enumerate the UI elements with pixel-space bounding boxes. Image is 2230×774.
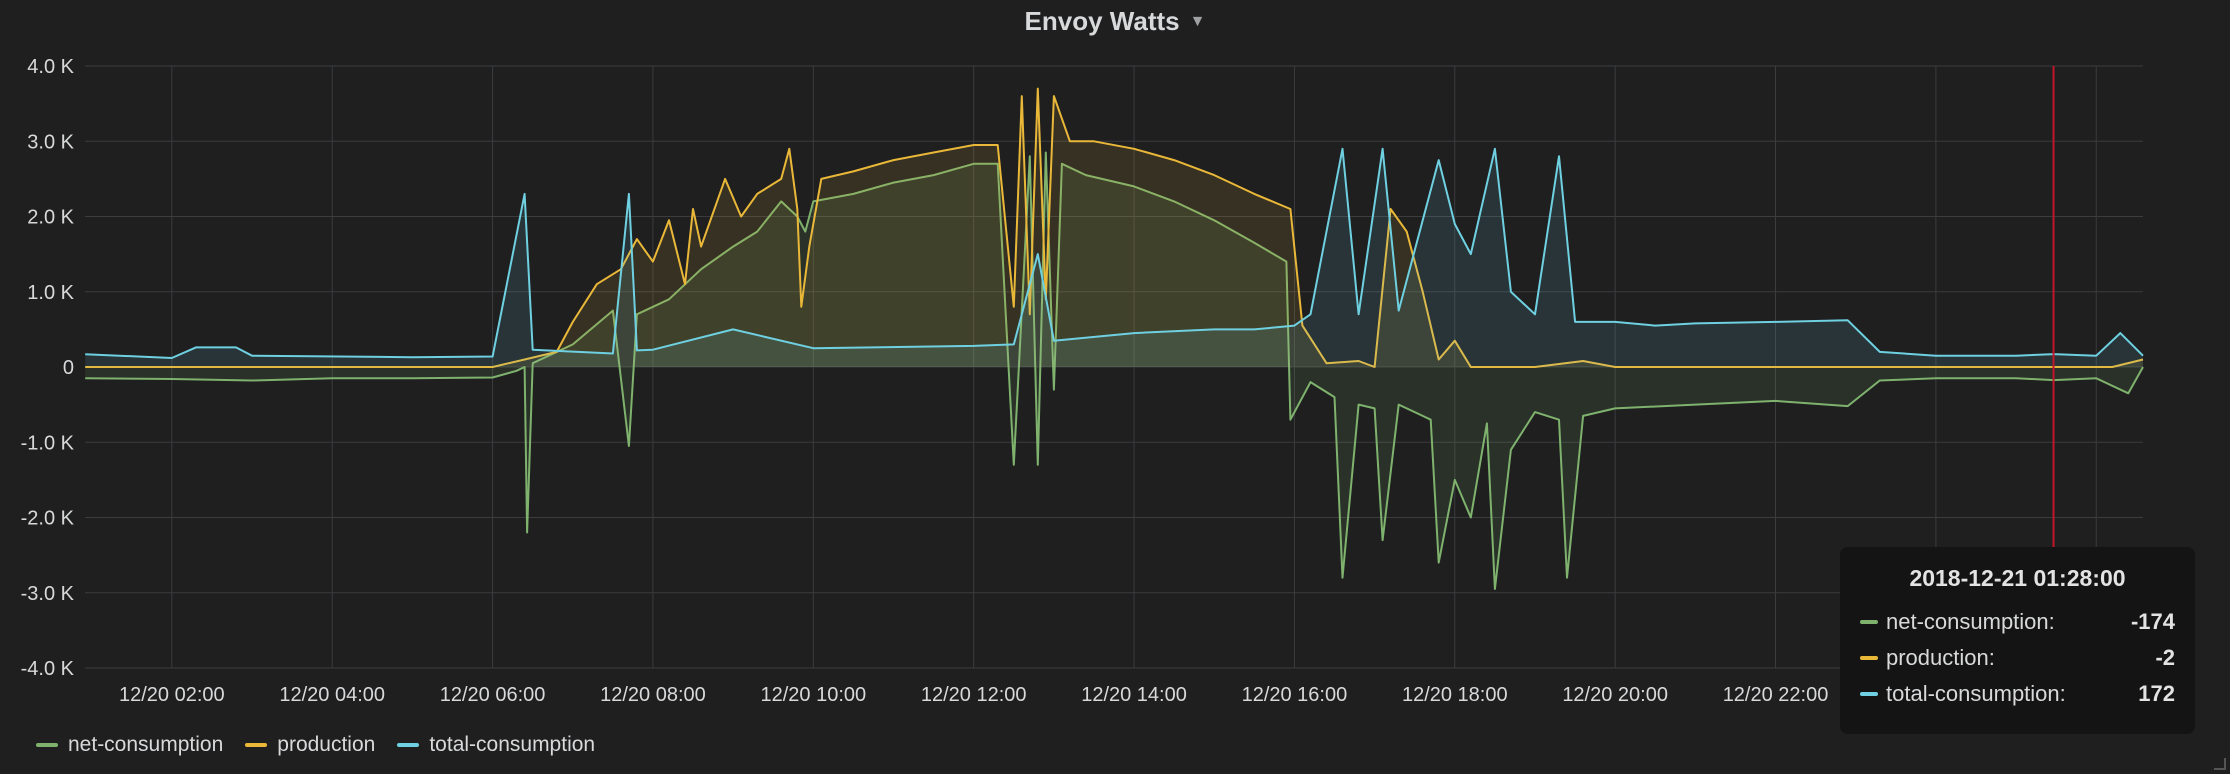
y-tick-label: 0 [63,357,74,379]
tooltip-row: production: -2 [1860,640,2175,676]
y-tick-label: 2.0 K [27,207,74,229]
y-tick-label: -3.0 K [21,583,75,605]
y-tick-label: -2.0 K [21,508,75,530]
x-tick-label: 12/20 12:00 [921,684,1027,706]
tooltip-value: -2 [2155,645,2175,670]
tooltip-swatch [1860,620,1878,624]
legend: net-consumption production total-consump… [36,730,617,760]
resize-handle[interactable] [2214,758,2226,770]
tooltip-swatch [1860,656,1878,660]
x-tick-label: 12/20 08:00 [600,684,706,706]
x-tick-label: 12/20 14:00 [1081,684,1187,706]
panel-title-text: Envoy Watts [1024,6,1180,36]
legend-swatch [397,743,420,747]
tooltip-label: total-consumption: [1886,681,2066,706]
tooltip-row: net-consumption: -174 [1860,604,2175,640]
y-tick-label: 1.0 K [27,282,74,304]
x-tick-label: 12/20 02:00 [119,684,225,706]
x-tick-label: 12/20 22:00 [1723,684,1829,706]
hover-tooltip: 2018-12-21 01:28:00 net-consumption: -17… [1840,547,2195,734]
y-tick-label: -4.0 K [21,658,75,680]
tooltip-label: production: [1886,645,1995,670]
tooltip-value: 172 [2138,681,2175,706]
legend-item-total-consumption[interactable]: total-consumption [397,733,595,757]
y-tick-label: -1.0 K [21,432,75,454]
series-line-total-consumption [85,147,2144,359]
grid-lines [85,65,2143,669]
legend-label: total-consumption [429,733,596,756]
x-tick-label: 12/20 18:00 [1402,684,1508,706]
caret-down-icon[interactable]: ▼ [1189,13,1206,30]
legend-item-net-consumption[interactable]: net-consumption [36,733,223,757]
series-line-net-consumption [85,151,2144,590]
series-line-production [85,87,2144,368]
y-tick-label: 4.0 K [27,56,74,78]
x-tick-label: 12/20 06:00 [440,684,546,706]
x-tick-label: 12/20 04:00 [279,684,385,706]
x-tick-label: 12/20 20:00 [1562,684,1668,706]
legend-label: net-consumption [68,733,224,756]
panel-title[interactable]: Envoy Watts ▼ [0,6,2230,37]
tooltip-label: net-consumption: [1886,609,2055,634]
x-tick-label: 12/20 16:00 [1242,684,1348,706]
x-tick-label: 12/20 10:00 [760,684,866,706]
tooltip-time: 2018-12-21 01:28:00 [1909,565,2126,591]
tooltip-row: total-consumption: 172 [1860,676,2175,712]
series-area-net-consumption [85,152,2144,589]
tooltip-swatch [1860,692,1878,696]
legend-item-production[interactable]: production [245,733,375,757]
tooltip-value: -174 [2130,609,2175,634]
legend-swatch [36,743,58,747]
legend-swatch [245,743,268,747]
y-tick-label: 3.0 K [27,131,74,153]
legend-label: production [277,733,376,756]
series-area-production [85,88,2144,367]
